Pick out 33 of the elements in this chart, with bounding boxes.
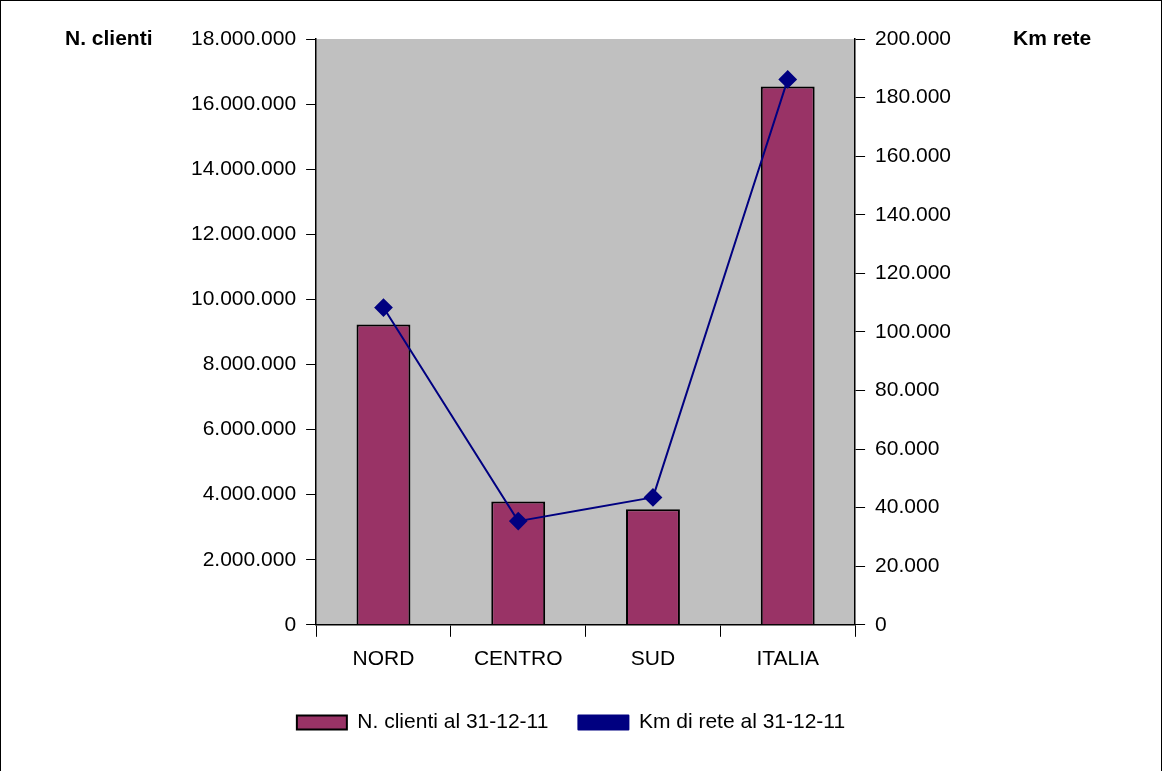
y-tick-label: 2.000.000: [202, 546, 297, 570]
y-tick-label: 16.000.000: [190, 90, 297, 114]
y2-tick-label: 60.000: [875, 435, 940, 459]
y2-tick-label: 120.000: [875, 260, 952, 284]
y2-tick-label: 200.000: [875, 25, 952, 49]
point: [374, 298, 393, 317]
x-tick-label: NORD: [352, 646, 415, 670]
y2-tick-label: 80.000: [875, 377, 940, 401]
y-tick-label: 8.000.000: [202, 351, 297, 375]
y2-tick-label: 140.000: [875, 201, 952, 225]
y2-tick-label: 100.000: [875, 318, 952, 342]
y2-axis-title: Km rete: [1013, 25, 1092, 49]
y-axis-title: N. clienti: [65, 25, 153, 49]
y2-tick-label: 180.000: [875, 84, 952, 108]
x-tick-label: SUD: [630, 646, 676, 670]
y2-tick-label: 40.000: [875, 494, 940, 518]
y-tick-label: 18.000.000: [190, 25, 297, 49]
y2-tick-label: 160.000: [875, 142, 952, 166]
y-tick-label: 6.000.000: [202, 416, 297, 440]
legend-label: N. clienti al 31-12-11: [357, 709, 549, 733]
y2-tick-label: 20.000: [875, 553, 940, 577]
y2-tick-label: 0: [875, 611, 887, 635]
y-tick-label: 4.000.000: [202, 481, 297, 505]
legend-label: Km di rete al 31-12-11: [638, 709, 846, 733]
point: [643, 488, 662, 507]
x-tick-label: CENTRO: [473, 646, 563, 670]
point: [509, 512, 528, 531]
y-tick-label: 12.000.000: [190, 221, 297, 245]
y-tick-label: 10.000.000: [190, 286, 297, 310]
x-tick-label: ITALIA: [756, 646, 820, 670]
y-tick-label: 14.000.000: [190, 155, 297, 179]
y-tick-label: 0: [284, 611, 297, 635]
point: [778, 70, 797, 89]
